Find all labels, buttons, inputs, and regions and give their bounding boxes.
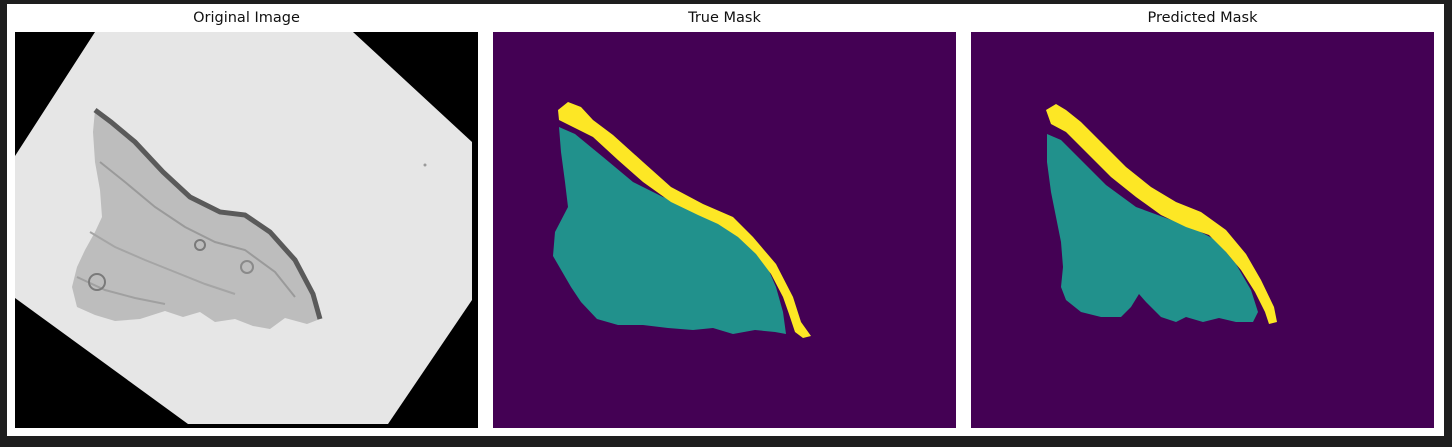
original-image-canvas: [15, 32, 478, 428]
true-mask-canvas: [493, 32, 956, 428]
tissue-epidermis-edge: [93, 108, 323, 320]
matplotlib-figure: Original Image True Mask Predicted Mask: [7, 4, 1444, 436]
predicted-mask-panel: [971, 32, 1434, 428]
tissue-texture-line: [89, 231, 236, 295]
original-image-title: Original Image: [193, 10, 300, 26]
tissue-follicle: [88, 273, 106, 291]
mask-dermis-region: [1047, 134, 1258, 322]
true-mask-panel: [493, 32, 956, 428]
tissue-follicle: [240, 260, 254, 274]
mask-epidermis-region: [558, 102, 811, 338]
tissue-texture-line: [99, 161, 296, 298]
tissue-texture-line: [76, 276, 166, 305]
mask-dermis-region: [553, 127, 786, 334]
tissue-section: [72, 110, 320, 329]
mask-epidermis-region: [1046, 104, 1277, 324]
window-top-strip: [0, 0, 1452, 4]
true-mask-title: True Mask: [688, 10, 761, 26]
tissue-follicle: [194, 239, 206, 251]
predicted-mask-canvas: [971, 32, 1434, 428]
slide-speck: [423, 163, 427, 167]
predicted-mask-title: Predicted Mask: [1147, 10, 1258, 26]
original-image-panel: [15, 32, 478, 428]
